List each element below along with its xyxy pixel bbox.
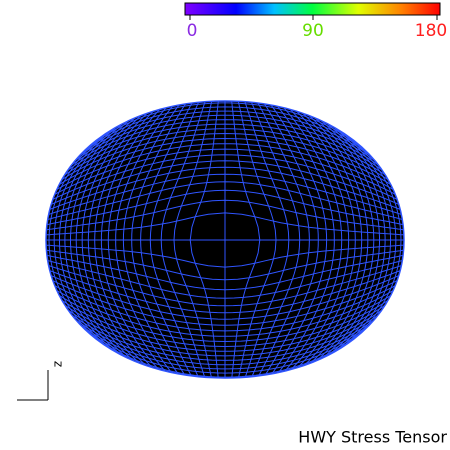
colorbar-label: 180 (415, 21, 447, 41)
mesh-line (46, 244, 404, 268)
colorbar-label: 90 (302, 21, 324, 41)
mesh-line (237, 101, 277, 378)
axis-label: z (52, 361, 66, 367)
mesh-line (49, 274, 401, 320)
mesh-line (67, 309, 383, 357)
mesh-line (256, 101, 310, 378)
mesh-line (275, 104, 335, 376)
mesh-line (307, 114, 369, 366)
colorbar-label: 0 (187, 21, 198, 41)
mesh-line (262, 101, 319, 378)
mesh-line (46, 254, 404, 291)
mesh-line (53, 284, 397, 332)
mesh-line (51, 279, 399, 326)
mesh-line (282, 105, 343, 375)
mesh-line (288, 107, 350, 373)
mesh-line (320, 120, 380, 360)
glyph-outline (45, 100, 405, 379)
mesh-line (60, 299, 390, 348)
mesh-line (346, 135, 402, 345)
mesh-line (230, 101, 261, 378)
mesh-line (85, 329, 365, 374)
mesh-line (47, 269, 403, 314)
tensor-glyph (46, 101, 404, 378)
mesh-line (46, 249, 404, 281)
colorbar (184, 2, 441, 16)
mesh-line (90, 334, 360, 378)
mesh-line (80, 324, 371, 370)
mesh-line (327, 123, 386, 357)
mesh-line (314, 117, 375, 363)
mesh-line (243, 101, 290, 378)
mesh-line (295, 109, 356, 371)
mesh-line (75, 319, 375, 366)
mesh-line (333, 126, 391, 354)
mesh-line (57, 294, 393, 343)
mesh-line (46, 259, 404, 299)
mesh-line (250, 101, 301, 378)
mesh-line (46, 264, 404, 307)
glyph-mesh (46, 101, 404, 378)
mesh-line (64, 304, 386, 352)
mesh-line (301, 111, 363, 369)
caption: HWY Stress Tensor (298, 428, 447, 447)
mesh-line (339, 130, 397, 350)
mesh-line (55, 289, 395, 337)
mesh-line (269, 103, 328, 377)
mesh-line (71, 314, 379, 361)
